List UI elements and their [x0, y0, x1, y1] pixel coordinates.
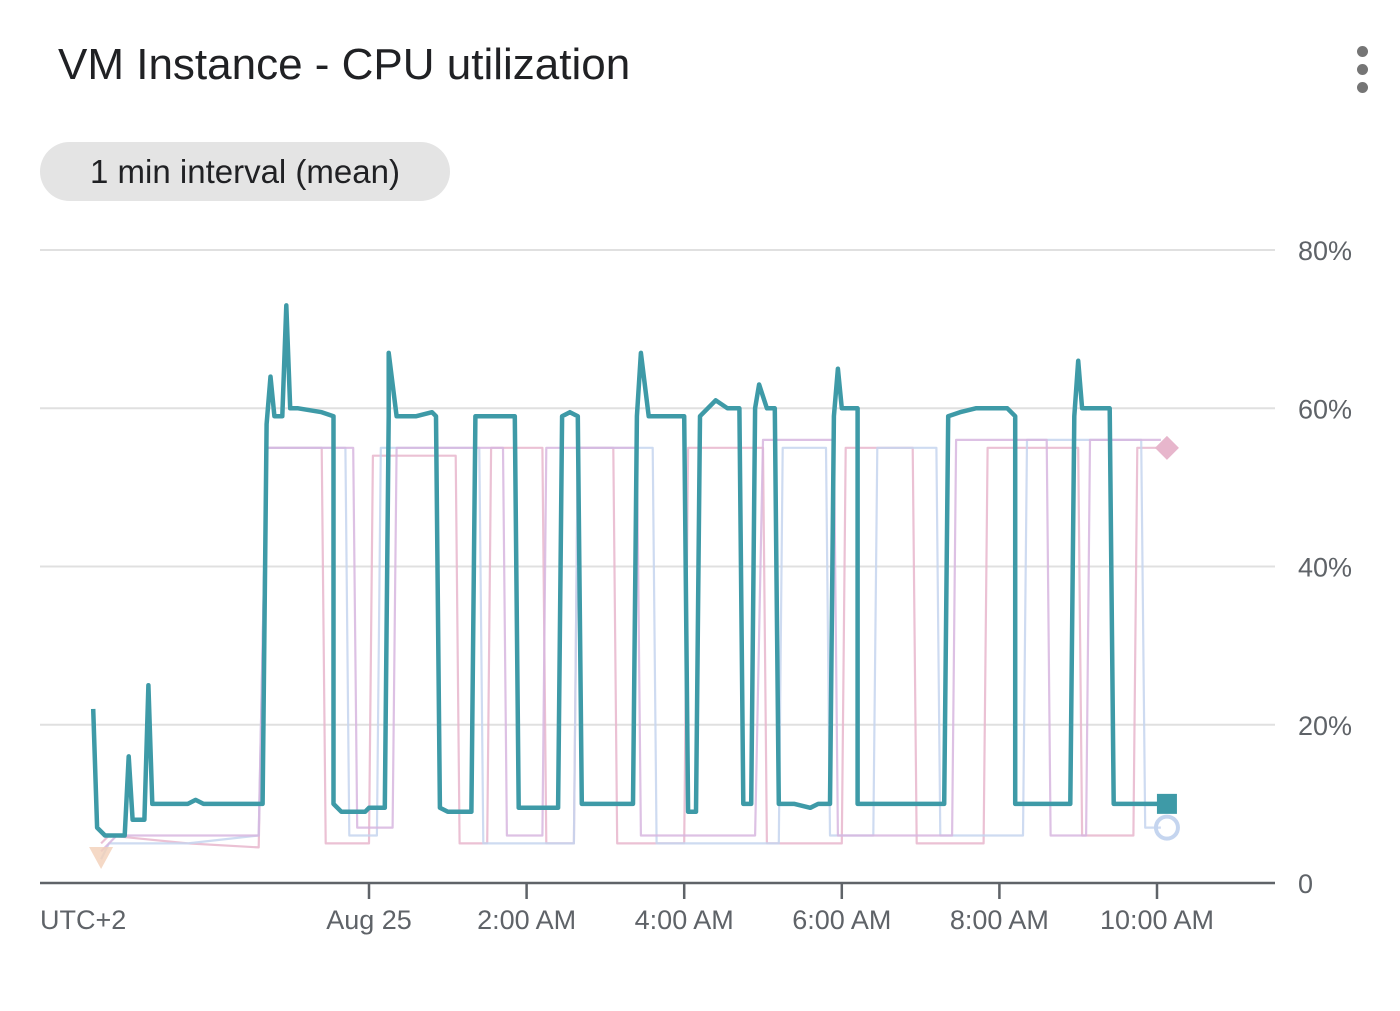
y-tick-label: 80%	[1298, 236, 1352, 266]
y-tick-label: 60%	[1298, 394, 1352, 424]
series-end-marker-3	[1156, 793, 1177, 814]
x-tick-label: 8:00 AM	[950, 905, 1049, 935]
x-tick-label: 6:00 AM	[792, 905, 891, 935]
x-tick-label: 4:00 AM	[635, 905, 734, 935]
y-tick-label: 0	[1298, 869, 1313, 899]
series-line-2	[100, 438, 1161, 853]
series-end-marker-1	[1153, 814, 1180, 841]
series-line-3	[90, 303, 1161, 838]
x-tick-label: 2:00 AM	[477, 905, 576, 935]
more-vert-icon[interactable]	[1345, 40, 1381, 100]
series-start-marker	[89, 847, 114, 869]
x-tick-label: Aug 25	[326, 905, 412, 935]
timezone-label: UTC+2	[40, 905, 126, 935]
y-tick-label: 40%	[1298, 553, 1352, 583]
aggregation-chip[interactable]: 1 min interval (mean)	[40, 142, 450, 201]
y-tick-label: 20%	[1298, 711, 1352, 741]
x-tick-label: 10:00 AM	[1100, 905, 1214, 935]
series-end-marker-0	[1154, 435, 1179, 460]
chart-title: VM Instance - CPU utilization	[58, 40, 631, 89]
